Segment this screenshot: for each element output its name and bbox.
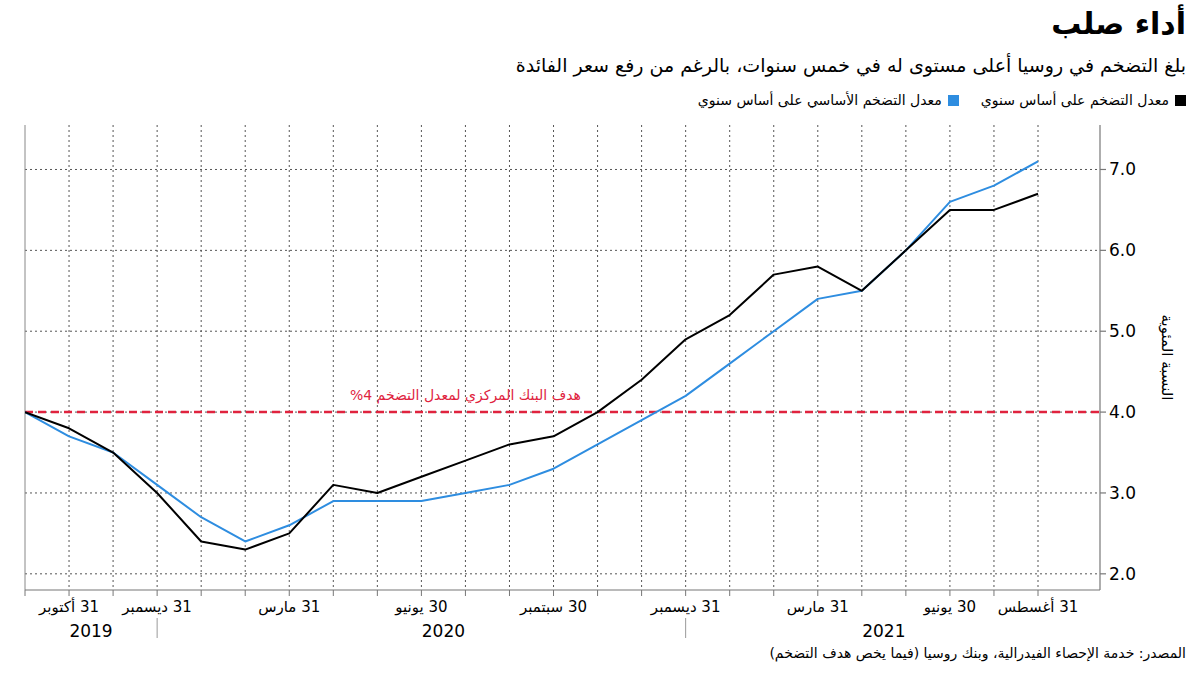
grid-line-x	[773, 125, 774, 590]
x-tick-label: 30 سبتمبر	[519, 598, 587, 616]
grid-line-y	[25, 412, 1100, 413]
x-axis	[25, 589, 1100, 590]
x-tick	[245, 590, 246, 596]
x-tick	[817, 590, 818, 596]
x-tick	[69, 590, 70, 596]
x-tick-label: 31 ديسمبر	[650, 598, 721, 616]
grid-line-x	[157, 125, 158, 590]
legend-label: معدل التضخم الأساسي على أساس سنوي	[698, 92, 942, 108]
x-tick-label: 31 أغسطس	[998, 597, 1079, 616]
x-tick	[641, 590, 642, 596]
grid-line-x	[509, 125, 510, 590]
x-tick-label: 30 يونيو	[923, 598, 976, 616]
grid-line-x	[377, 125, 378, 590]
x-group-label: 2021	[862, 621, 905, 641]
y-tick-label: 6.0	[1109, 240, 1136, 260]
title: أداء صلب	[1051, 6, 1186, 41]
series-group	[25, 161, 1038, 549]
grid-line-x	[685, 125, 686, 590]
y-tick-label: 4.0	[1109, 402, 1136, 422]
grid-line-x	[729, 125, 730, 590]
y-tick	[1100, 169, 1106, 170]
grid-line-x	[201, 125, 202, 590]
x-group-separator	[157, 618, 158, 638]
x-tick-label: 31 مارس	[787, 598, 849, 616]
grid-line-x	[245, 125, 246, 590]
legend-item: معدل التضخم الأساسي على أساس سنوي	[698, 92, 959, 108]
series-line	[25, 161, 1038, 541]
chart: 2.0 3.0 4.0 5.0 6.0 7.0 النسبة المئوية 31 أكتوب…	[0, 0, 1200, 675]
grid-line-x	[289, 125, 290, 590]
legend-swatch	[1175, 95, 1186, 106]
y-tick	[1100, 331, 1106, 332]
grid-line-x	[949, 125, 950, 590]
source: المصدر: خدمة الإحصاء الفيدرالية، وبنك رو…	[769, 645, 1186, 661]
x-tick	[861, 590, 862, 596]
grid-line-y	[25, 492, 1100, 493]
grid-line-x	[333, 125, 334, 590]
y-tick-label: 7.0	[1109, 159, 1136, 179]
x-tick	[421, 590, 422, 596]
y-tick	[1100, 250, 1106, 251]
grid-line-y	[25, 250, 1100, 251]
y-tick	[1100, 492, 1106, 493]
x-tick	[465, 590, 466, 596]
x-tick	[201, 590, 202, 596]
x-tick	[597, 590, 598, 596]
x-tick	[553, 590, 554, 596]
grid-line-x	[817, 125, 818, 590]
x-tick	[157, 590, 158, 596]
grid-line-x	[69, 125, 70, 590]
x-tick	[377, 590, 378, 596]
legend-label: معدل التضخم على أساس سنوي	[981, 92, 1169, 108]
x-tick	[905, 590, 906, 596]
grid-line-y	[25, 331, 1100, 332]
reference-label: هدف البنك المركزي لمعدل التضخم 4%	[350, 387, 581, 404]
series-line	[25, 194, 1038, 550]
x-group-label: 2019	[69, 621, 112, 641]
x-tick	[949, 590, 950, 596]
grid-line-x	[905, 125, 906, 590]
x-tick	[773, 590, 774, 596]
grid-line-x	[861, 125, 862, 590]
y-tick	[1100, 573, 1106, 574]
x-tick	[1038, 590, 1039, 596]
subtitle: بلغ التضخم في روسيا أعلى مستوى له في خمس…	[516, 54, 1186, 76]
grid-line-x	[993, 125, 994, 590]
grid-line-x	[641, 125, 642, 590]
reference-group	[25, 412, 1100, 413]
y-tick	[1100, 411, 1106, 412]
x-tick-label: 30 يونيو	[394, 598, 447, 616]
y-axis	[1099, 125, 1100, 590]
y-tick-label: 2.0	[1109, 564, 1136, 584]
x-tick	[333, 590, 334, 596]
x-tick	[113, 590, 114, 596]
x-tick-label: 31 مارس	[258, 598, 320, 616]
grid-line-x	[113, 125, 114, 590]
legend: معدل التضخم على أساس سنوي معدل التضخم الأ…	[698, 92, 1186, 108]
legend-item: معدل التضخم على أساس سنوي	[981, 92, 1186, 108]
reference-line	[25, 411, 1100, 414]
x-tick	[993, 590, 994, 596]
x-tick-label: 31 ديسمبر	[121, 598, 192, 616]
grid-line-x	[553, 125, 554, 590]
x-tick	[25, 590, 26, 596]
x-tick	[685, 590, 686, 596]
grid-line-y	[25, 573, 1100, 574]
grid-line-x	[25, 125, 26, 590]
grid-line-x	[597, 125, 598, 590]
grid-line-x	[421, 125, 422, 590]
legend-swatch	[948, 95, 959, 106]
y-tick-label: 3.0	[1109, 483, 1136, 503]
y-axis-title: النسبة المئوية	[1158, 315, 1176, 401]
x-tick	[729, 590, 730, 596]
grid-line-y	[25, 169, 1100, 170]
grid-line-x	[465, 125, 466, 590]
x-tick	[509, 590, 510, 596]
x-group-separator	[685, 618, 686, 638]
x-group-label: 2020	[422, 621, 465, 641]
x-tick-label: 31 أكتوبر	[38, 597, 99, 616]
x-tick	[289, 590, 290, 596]
y-tick-label: 5.0	[1109, 321, 1136, 341]
